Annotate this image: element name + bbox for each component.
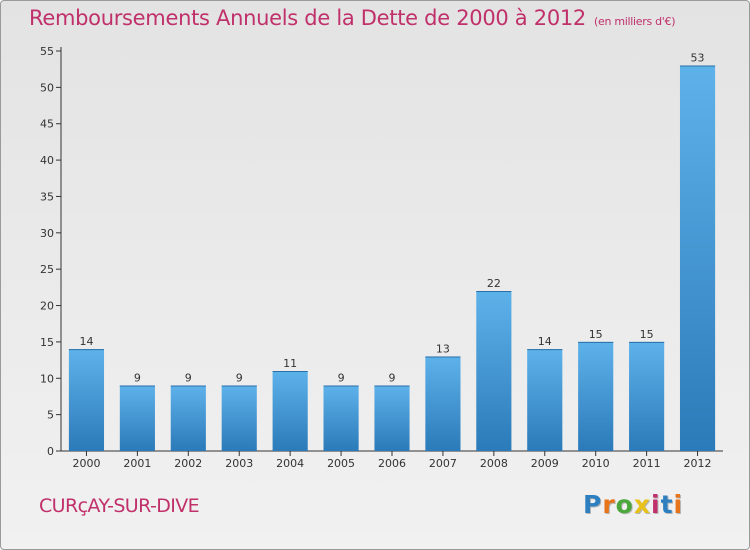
x-tick-label: 2000 (72, 457, 100, 470)
y-axis: 0 5 10 15 20 25 30 35 40 45 50 55 (40, 45, 62, 458)
logo-letter: i (651, 490, 661, 519)
value-label: 15 (640, 328, 654, 341)
value-label: 9 (185, 372, 192, 385)
value-label: 11 (283, 357, 297, 370)
y-tick-label: 50 (40, 81, 54, 94)
value-label: 9 (134, 372, 141, 385)
value-label: 9 (236, 372, 243, 385)
value-labels: 14 9 9 9 11 9 9 13 22 14 15 15 53 (79, 52, 704, 385)
bar-2004 (272, 371, 308, 451)
x-tick-label: 2009 (531, 457, 559, 470)
value-label: 9 (389, 372, 396, 385)
y-tick-label: 35 (40, 190, 54, 203)
bar-2012 (679, 65, 716, 451)
y-tick-label: 30 (40, 227, 54, 240)
bar-2007 (425, 356, 461, 451)
y-tick-label: 15 (40, 336, 54, 349)
bar-2010 (578, 341, 614, 451)
bar-2000 (68, 349, 105, 451)
x-tick-label: 2005 (327, 457, 355, 470)
proxiti-logo: Proxiti (583, 490, 683, 519)
bar-2001 (119, 385, 155, 451)
bar-2006 (374, 385, 410, 451)
value-label: 53 (691, 52, 705, 65)
y-tick-label: 0 (47, 445, 54, 458)
bar-2009 (527, 349, 563, 451)
logo-letter: t (660, 490, 674, 519)
y-tick-label: 5 (47, 409, 54, 422)
bar-2011 (629, 341, 665, 451)
y-tick-label: 25 (40, 263, 54, 276)
x-tick-label: 2011 (633, 457, 661, 470)
x-tick-label: 2007 (429, 457, 457, 470)
y-tick-label: 45 (40, 118, 54, 131)
x-tick-label: 2003 (225, 457, 253, 470)
commune-name: CURçAY-SUR-DIVE (39, 495, 200, 517)
x-tick-label: 2001 (123, 457, 151, 470)
y-tick-label: 40 (40, 154, 54, 167)
bar-2003 (221, 385, 257, 451)
logo-letter: o (615, 490, 634, 519)
x-axis: 2000 2001 2002 2003 2004 2005 2006 2007 2008 2009… (61, 450, 723, 470)
bar-2008 (476, 291, 512, 451)
value-label: 22 (487, 277, 501, 290)
x-tick-label: 2004 (276, 457, 304, 470)
title-text: Remboursements Annuels de la Dette de 20… (29, 6, 586, 30)
logo-letter: x (633, 490, 651, 519)
logo-letter: P (583, 490, 603, 519)
bar-2002 (170, 385, 206, 451)
logo-letter: i (673, 490, 684, 519)
y-tick-label: 55 (40, 45, 54, 58)
value-label: 13 (436, 342, 450, 355)
x-tick-label: 2010 (582, 457, 610, 470)
logo-letter: r (602, 490, 616, 519)
y-tick-label: 20 (40, 300, 54, 313)
y-tick-label: 10 (40, 372, 54, 385)
x-tick-label: 2002 (174, 457, 202, 470)
value-label: 14 (538, 335, 552, 348)
chart-title: Remboursements Annuels de la Dette de 20… (29, 6, 675, 30)
x-tick-label: 2012 (684, 457, 712, 470)
bars (68, 65, 716, 451)
bar-2005 (323, 385, 359, 451)
value-label: 14 (79, 335, 93, 348)
value-label: 15 (589, 328, 603, 341)
chart-subtitle: (en milliers d'€) (594, 15, 676, 28)
x-tick-label: 2008 (480, 457, 508, 470)
value-label: 9 (338, 372, 345, 385)
x-tick-label: 2006 (378, 457, 406, 470)
